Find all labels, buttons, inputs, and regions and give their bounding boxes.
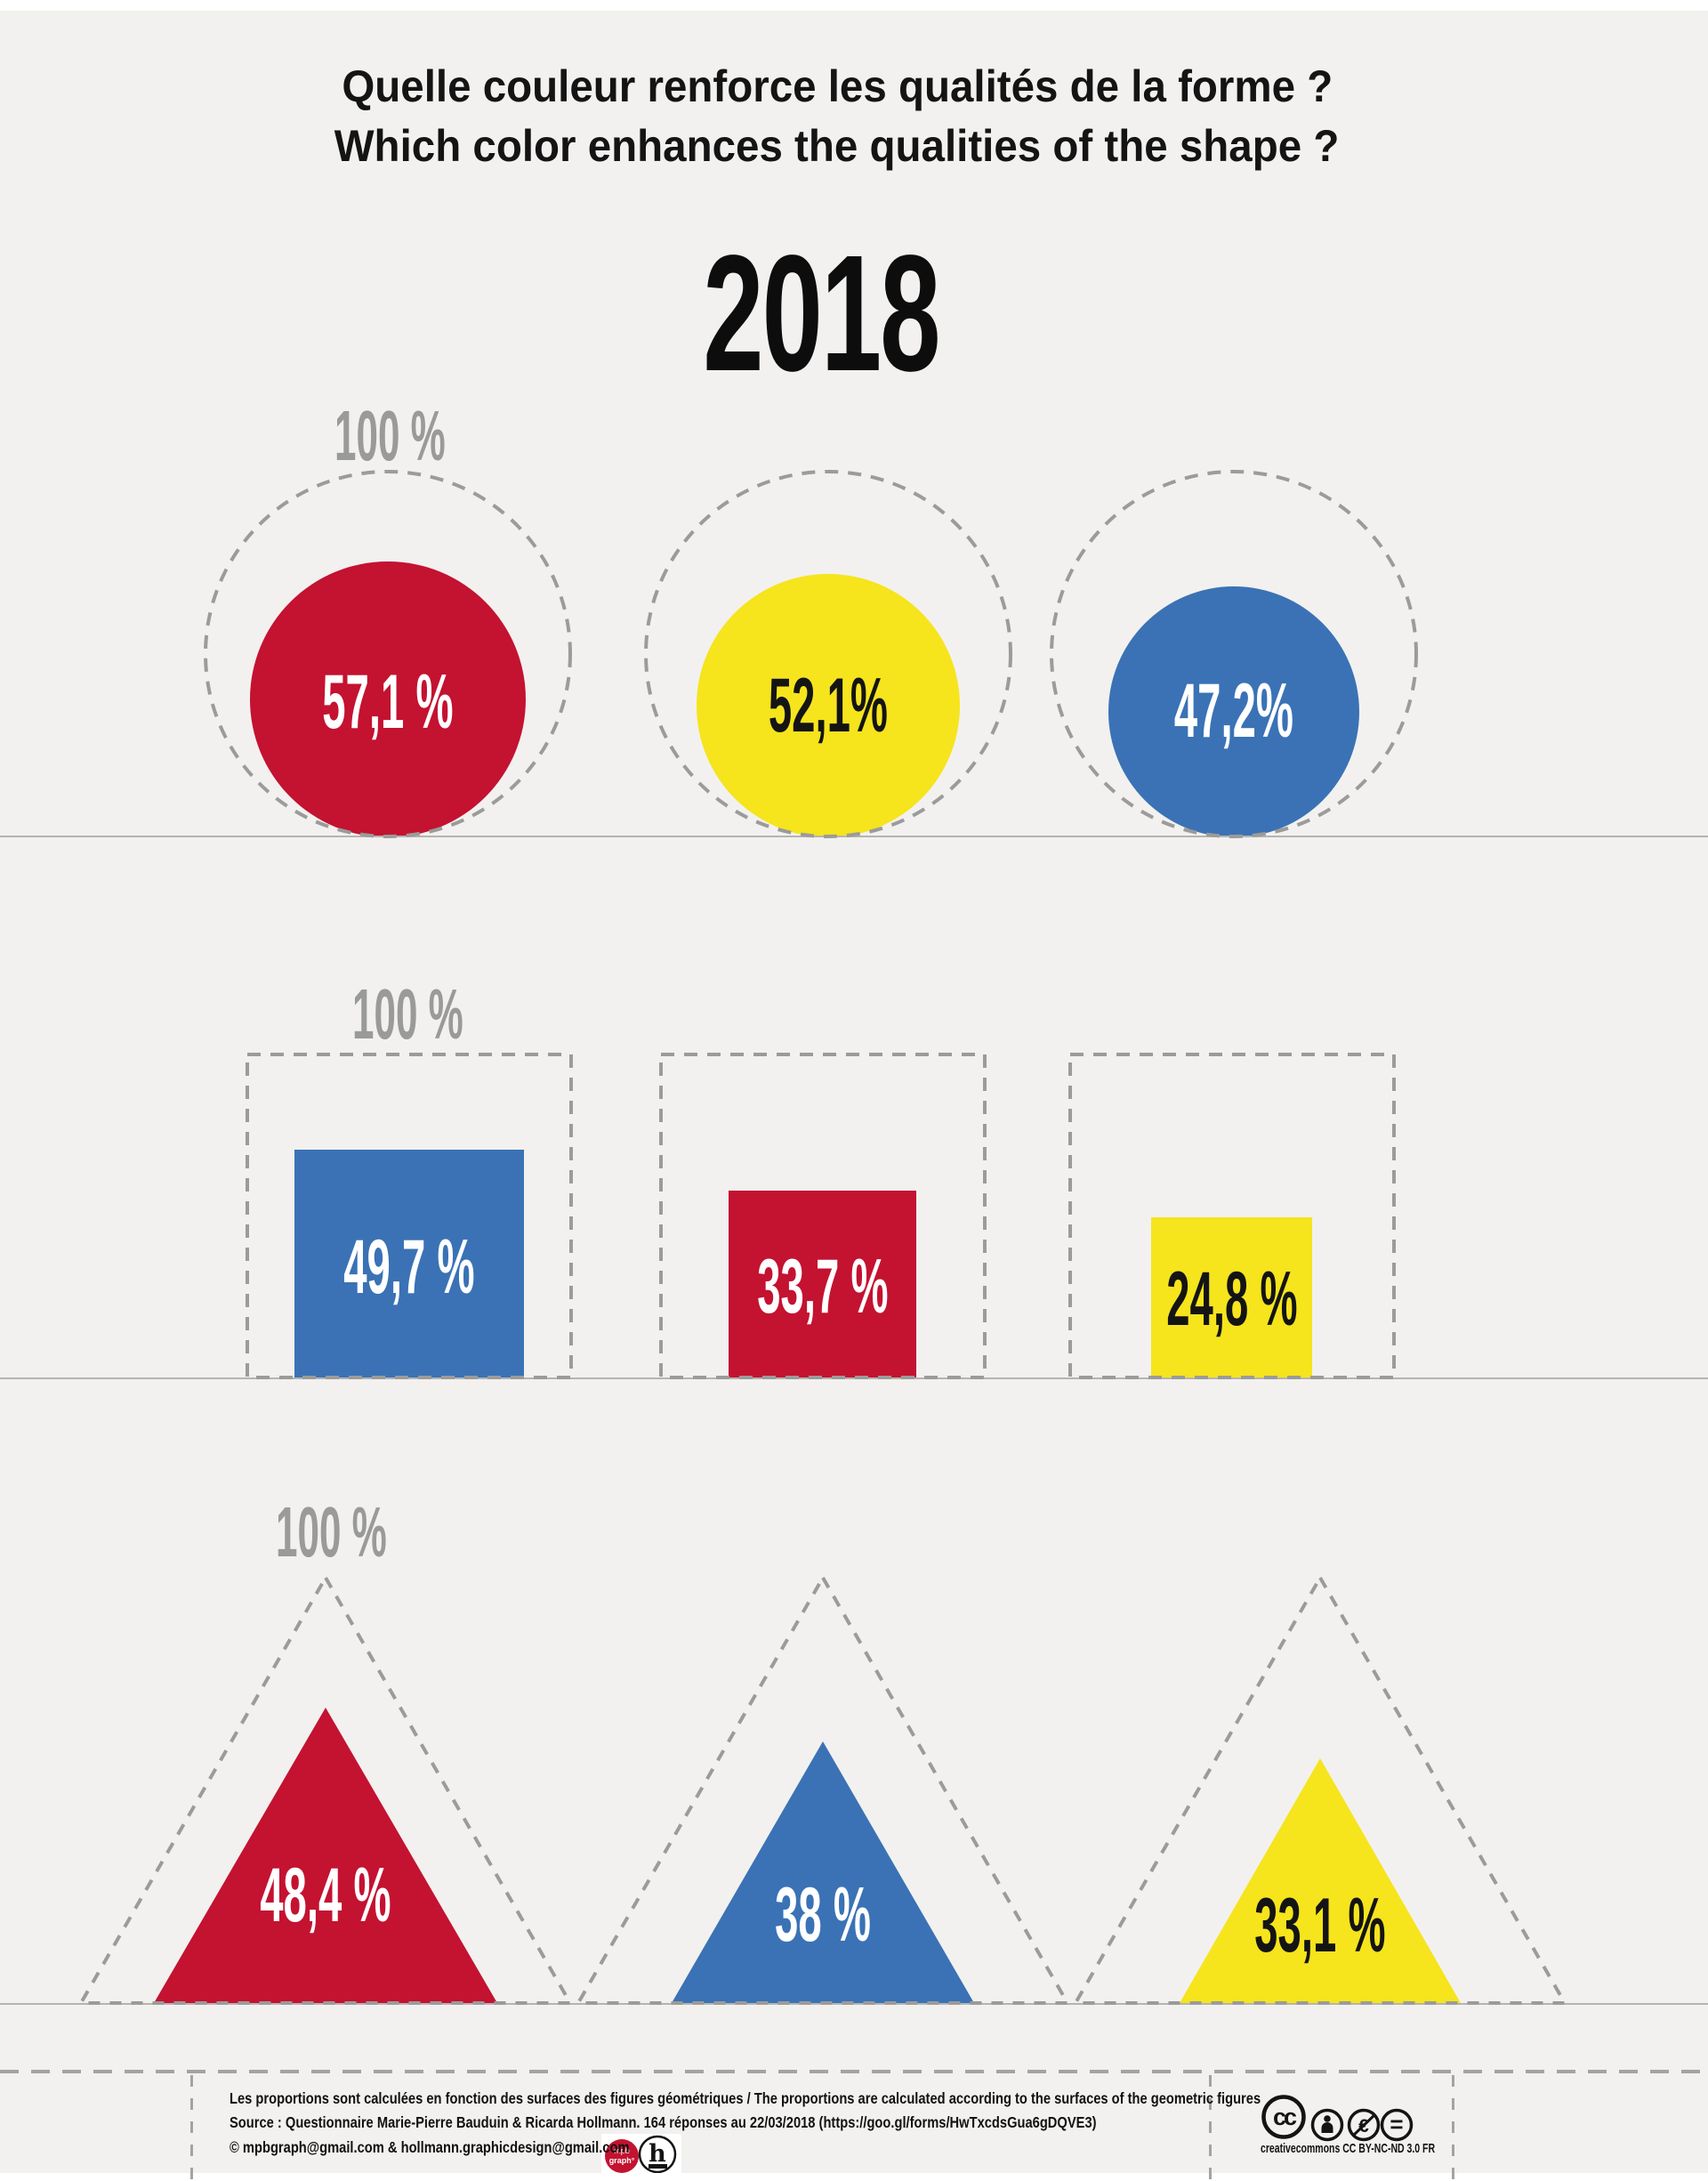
square-yellow-fill (1151, 1217, 1312, 1378)
square-red-value: 33,7 % (600, 1248, 1045, 1325)
circle-yellow-value-text: 52,1% (768, 663, 889, 748)
circle-yellow-value: 52,1% (606, 667, 1051, 744)
circle-red-value: 57,1 % (165, 664, 610, 740)
footer-note: Les proportions sont calculées en foncti… (230, 2089, 1261, 2107)
triangle-ref-outline-2 (575, 1573, 1071, 2005)
square-blue-value: 49,7 % (187, 1229, 632, 1305)
footer-cropmark-left (190, 2075, 193, 2181)
mpbgraph-logo (605, 2139, 639, 2173)
cc-icon (1261, 2095, 1306, 2139)
square-ref-outline-1 (246, 1053, 573, 1379)
cc-nd-equals-glyph: = (1390, 2111, 1403, 2137)
squares-reference-text: 100 % (351, 974, 463, 1054)
bottom-margin (0, 2173, 1708, 2181)
footer-cropmark-middle (1209, 2075, 1212, 2181)
circle-ref-outline-3 (1050, 470, 1418, 838)
square-ref-outline-2 (659, 1053, 987, 1379)
square-red-value-text: 33,7 % (757, 1244, 889, 1329)
triangles-reference-label: 100 % (109, 1497, 553, 1568)
cc-nc-strike (1351, 2112, 1377, 2137)
circle-red-fill (250, 561, 526, 837)
license-caption: creativecommons CC BY-NC-ND 3.0 FR (1261, 2141, 1436, 2156)
circle-blue-value: 47,2% (1011, 673, 1456, 749)
footer-cropmark-right (1452, 2075, 1454, 2181)
square-red-fill (729, 1191, 916, 1378)
hollmann-logo-caption-bar (649, 2164, 667, 2169)
circles-reference-text: 100 % (334, 396, 446, 475)
cc-by-person-body (1321, 2122, 1333, 2133)
circles-reference-label: 100 % (167, 400, 612, 472)
mpbgraph-logo-line2: graph° (609, 2156, 635, 2165)
squares-reference-label: 100 % (185, 979, 630, 1050)
square-ref-outline-3 (1068, 1053, 1396, 1379)
triangle-blue-fill (672, 1741, 974, 2003)
triangle-yellow-value: 33,1 % (1098, 1887, 1543, 1964)
mpbgraph-logo-line1: mpb (614, 2146, 630, 2155)
footer-contact: © mpbgraph@gmail.com & hollmann.graphicd… (230, 2138, 630, 2156)
cc-nc-icon (1347, 2108, 1381, 2142)
cc-by-icon (1310, 2108, 1344, 2142)
page-title: Quelle couleur renforce les qualités de … (0, 57, 1674, 176)
triangle-ref-outline-3 (1072, 1573, 1568, 2005)
footer-divider-dashed (0, 2070, 1708, 2073)
title-english: Which color enhances the qualities of th… (334, 121, 1340, 171)
square-blue-fill (294, 1150, 524, 1378)
square-blue-value-text: 49,7 % (343, 1224, 475, 1310)
triangles-reference-text: 100 % (275, 1492, 387, 1571)
cc-by-person-head (1324, 2115, 1331, 2122)
cc-nd-icon (1380, 2108, 1414, 2142)
square-yellow-value-text: 24,8 % (1166, 1256, 1298, 1342)
hollmann-logo-letter: h (649, 2140, 666, 2168)
year-value: 2018 (703, 222, 940, 406)
cc-icon-glyph: cc (1273, 2104, 1297, 2130)
circle-ref-outline-2 (644, 470, 1012, 838)
triangle-red-value: 48,4 % (103, 1857, 548, 1934)
triangle-yellow-fill (1180, 1758, 1461, 2003)
circle-yellow-fill (697, 574, 960, 837)
cc-license-icons: cc € = (1261, 2095, 1414, 2142)
hollmann-logo (638, 2135, 677, 2174)
circle-ref-outline-1 (204, 470, 572, 838)
square-yellow-value: 24,8 % (1010, 1261, 1454, 1337)
triangle-red-value-text: 48,4 % (260, 1853, 391, 1938)
triangle-yellow-value-text: 33,1 % (1254, 1883, 1386, 1968)
top-margin (0, 0, 1708, 11)
circle-red-value-text: 57,1 % (322, 659, 454, 745)
circle-blue-fill (1108, 586, 1359, 837)
triangle-blue-value-text: 38 % (775, 1872, 871, 1958)
triangle-blue-value: 38 % (600, 1877, 1045, 1953)
year-heading: 2018 (0, 230, 1642, 399)
title-french: Quelle couleur renforce les qualités de … (342, 61, 1333, 111)
footer-source: Source : Questionnaire Marie-Pierre Baud… (230, 2113, 1097, 2131)
triangle-ref-outline-1 (77, 1573, 574, 2005)
triangle-red-fill (154, 1708, 497, 2003)
circle-blue-value-text: 47,2% (1173, 668, 1294, 754)
